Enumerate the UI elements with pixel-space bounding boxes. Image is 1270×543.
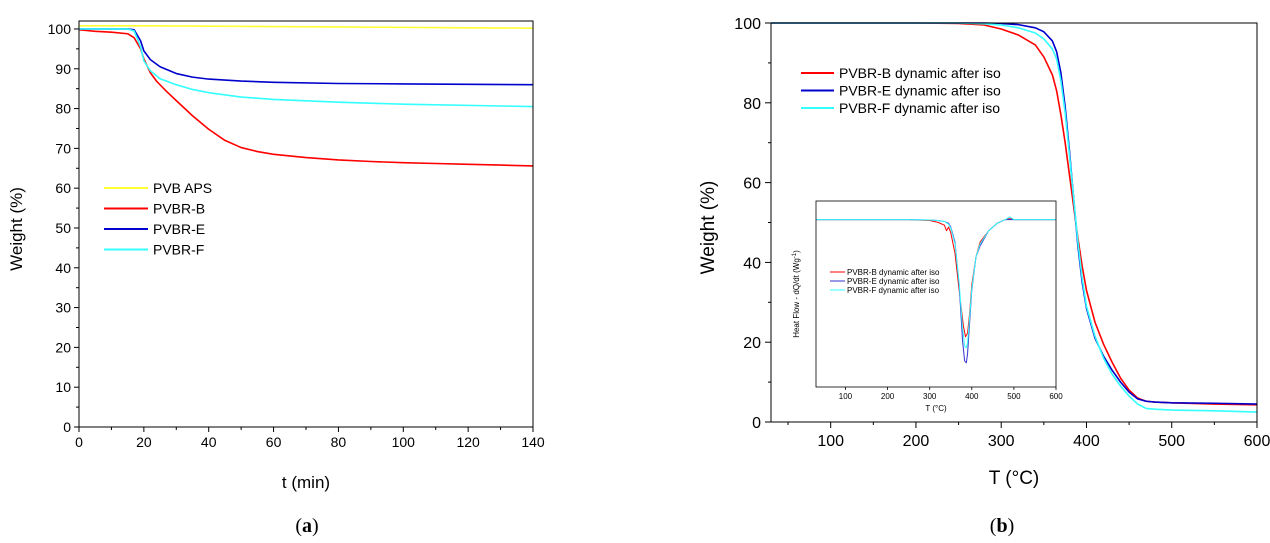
panel-a-y-tick-label-8: 80 (55, 101, 71, 117)
panel-a-legend-label-2: PVBR-B (153, 201, 205, 217)
panel-b-y-tick-label-3: 60 (743, 176, 761, 193)
panel-a-x-tick-label-7: 140 (521, 434, 545, 450)
panel-b-x-tick-label-0: 100 (817, 433, 844, 450)
panel-b-x-tick-label-4: 500 (1158, 433, 1185, 450)
panel-b-x-tick-label-5: 600 (1244, 433, 1270, 450)
inset-x-tick-label-5: 600 (1049, 392, 1063, 401)
inset-legend-label-2: PVBR-E dynamic after iso (847, 277, 940, 286)
panel-a-x-axis: 0 20 40 60 80 100 120 140 (75, 427, 545, 450)
panel-a-series-line-4 (79, 28, 534, 108)
panel-b-inset-chart: 100 200 300 400 500 600 T (°C) Heat Flow - dQ… (792, 200, 1063, 413)
panel-a-x-tick-label-0: 0 (75, 434, 83, 450)
panel-a-legend-label-1: PVB APS (153, 180, 212, 196)
inset-y-axis-title: Heat Flow - dQ/dt (Wg-1) (792, 250, 801, 338)
inset-x-axis-title: T (°C) (925, 404, 947, 413)
panel-b-x-tick-label-2: 300 (988, 433, 1015, 450)
panel-a-series-line-3 (79, 28, 534, 86)
inset-x-tick-label-0: 100 (839, 392, 853, 401)
inset-x-axis: 100 200 300 400 500 600 (839, 387, 1063, 401)
inset-plot-frame (815, 200, 1057, 388)
panel-a-y-axis: 0 10 20 30 40 50 60 70 80 90 100 (48, 21, 79, 435)
panel-a-y-axis-title: Weight (%) (7, 187, 26, 271)
panel-b-x-tick-label-3: 400 (1073, 433, 1100, 450)
panel-b-y-axis-title: Weight (%) (698, 181, 719, 275)
panel-a-y-tick-label-10: 100 (48, 21, 72, 37)
panel-b-legend-label-1: PVBR-B dynamic after iso (839, 65, 1001, 81)
panel-a-legend-label-3: PVBR-E (153, 221, 205, 237)
panel-b-x-tick-label-1: 200 (903, 433, 930, 450)
panel-b-x-axis-title: T (°C) (989, 468, 1040, 489)
inset-legend-label-3: PVBR-F dynamic after iso (847, 286, 940, 295)
panel-a-legend-label-4: PVBR-F (153, 242, 204, 258)
inset-x-tick-label-3: 400 (965, 392, 979, 401)
inset-series-line-3 (816, 216, 1056, 349)
inset-legend-label-1: PVBR-B dynamic after iso (847, 268, 940, 277)
panel-a-label: (a) (295, 515, 318, 537)
panel-a-y-tick-label-4: 40 (55, 260, 71, 276)
panel-a-x-tick-label-2: 40 (201, 434, 217, 450)
panel-b-legend-label-2: PVBR-E dynamic after iso (839, 83, 1001, 99)
panel-a-plot-frame (78, 20, 534, 428)
panel-a-series-line-1 (79, 24, 534, 29)
panel-a-y-tick-label-6: 60 (55, 180, 71, 196)
panel-b-legend-label-3: PVBR-F dynamic after iso (839, 100, 1000, 116)
panel-a-x-tick-label-1: 20 (136, 434, 152, 450)
panel-b-x-axis: 100 200 300 400 500 600 (787, 422, 1270, 450)
inset-x-tick-label-2: 300 (923, 392, 937, 401)
panel-a-y-tick-label-2: 20 (55, 339, 71, 355)
panel-b-y-tick-label-4: 80 (743, 96, 761, 113)
panel-a-y-tick-label-0: 0 (63, 419, 71, 435)
panel-a-x-tick-label-5: 100 (392, 434, 416, 450)
inset-x-tick-label-1: 200 (881, 392, 895, 401)
panel-a-x-axis-title: t (min) (282, 473, 330, 492)
panel-a-series-lines (78, 24, 534, 167)
panel-b-legend: PVBR-B dynamic after iso PVBR-E dynamic a… (801, 65, 1001, 116)
panel-b-y-tick-label-2: 40 (743, 255, 761, 272)
panel-b-y-tick-label-1: 20 (743, 335, 761, 352)
panel-b-y-axis: 0 20 40 60 80 100 (734, 16, 771, 432)
panel-a-y-tick-label-9: 90 (55, 61, 71, 77)
panel-a-x-tick-label-6: 120 (456, 434, 480, 450)
inset-background (816, 201, 1056, 387)
panel-a-x-tick-label-3: 60 (266, 434, 282, 450)
panel-b-label: (b) (990, 515, 1014, 537)
panel-b-series-line-3 (771, 22, 1258, 413)
panel-b-y-tick-label-5: 100 (734, 16, 761, 33)
inset-series-lines (816, 216, 1056, 364)
panel-a-y-tick-label-7: 70 (55, 140, 71, 156)
panel-a-series-line-2 (78, 28, 534, 167)
panel-b-chart: 100 200 300 400 500 600 0 20 40 60 80 100 T (°C) W… (698, 16, 1270, 537)
panel-a-x-tick-label-4: 80 (331, 434, 347, 450)
panel-a-y-tick-label-3: 30 (55, 300, 71, 316)
panel-a-chart: 0 20 40 60 80 100 120 140 0 10 20 30 40 50 60 70 80 90 10… (7, 20, 545, 537)
panel-a-legend: PVB APS PVBR-B PVBR-E PVBR-F (104, 180, 212, 258)
panel-a-y-tick-label-5: 50 (55, 220, 71, 236)
panel-a-y-tick-label-1: 10 (55, 379, 71, 395)
inset-x-tick-label-4: 500 (1007, 392, 1021, 401)
panel-b-y-tick-label-0: 0 (752, 415, 761, 432)
